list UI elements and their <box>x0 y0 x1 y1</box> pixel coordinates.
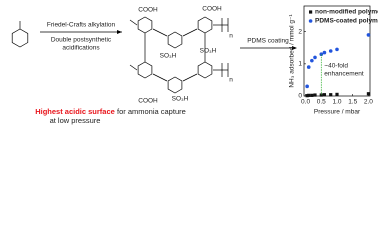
marker <box>313 55 317 60</box>
chart: 0.0 0.5 1.0 1.5 2.0 0 1 2 Pressure / mbar NH₃ ads… <box>289 5 378 116</box>
marker <box>366 92 371 96</box>
ring <box>167 76 183 94</box>
arrowhead <box>117 30 122 34</box>
marker <box>329 93 333 97</box>
ring <box>197 16 213 34</box>
structure-label: SO₃H <box>200 48 217 55</box>
structure-label: SO₃H <box>172 96 189 103</box>
marker <box>313 93 317 97</box>
y-tick-label: 0 <box>298 93 302 100</box>
bond <box>152 28 168 37</box>
step-label: Double postsynthetic <box>51 37 112 44</box>
marker <box>307 93 311 97</box>
caption: at low pressure <box>50 116 101 125</box>
structures: COOH COOH SO₃H SO₃H n COOH SO₃H n <box>11 6 233 105</box>
caption-text: for ammonia capture <box>117 107 186 116</box>
x-axis-label: Pressure / mbar <box>314 109 361 116</box>
x-tick-label: 2.0 <box>364 99 373 106</box>
bond <box>182 28 198 37</box>
marker <box>328 49 333 53</box>
marker <box>305 84 309 89</box>
structure-label: COOH <box>202 6 222 13</box>
y-tick-label: 2 <box>298 28 302 35</box>
marker <box>310 58 314 63</box>
step-label: Friedel-Crafts alkylation <box>47 22 116 29</box>
legend-label: non-modified polymer <box>315 9 378 16</box>
x-tick-label: 0.5 <box>317 99 326 106</box>
marker <box>366 33 371 37</box>
bond <box>152 73 168 82</box>
annotation: enhancement <box>324 71 364 78</box>
structure-label: n <box>229 77 233 84</box>
ring <box>137 16 153 34</box>
marker <box>322 93 327 97</box>
y-tick-label: 1 <box>298 61 302 68</box>
y-axis-label: NH₃ adsorbed / mmol g⁻¹ <box>289 14 296 88</box>
caption-highlight: Highest acidic surface <box>35 107 115 116</box>
ring <box>11 28 29 48</box>
graphic-abstract: Friedel-Crafts alkylation Double postsyn… <box>11 5 378 125</box>
bond <box>129 64 138 71</box>
marker <box>310 93 314 97</box>
marker <box>306 65 311 69</box>
legend-marker <box>308 19 313 23</box>
bond <box>129 19 138 26</box>
annotation: ~40-fold <box>324 63 348 70</box>
step-label: acidifications <box>62 45 100 52</box>
x-tick-label: 1.0 <box>332 99 341 106</box>
legend-label: PDMS-coated polymer <box>315 18 378 25</box>
structure-label: COOH <box>138 98 158 105</box>
structure-label: COOH <box>138 7 158 14</box>
step-label: PDMS coating <box>247 38 289 45</box>
ring <box>137 61 153 79</box>
legend-marker <box>309 10 313 14</box>
caption: Highest acidic surface <box>35 107 115 116</box>
marker <box>322 50 327 55</box>
arrowhead <box>292 46 297 50</box>
caption: for ammonia capture <box>117 107 186 116</box>
ring <box>167 31 183 49</box>
x-tick-label: 0.0 <box>301 99 310 106</box>
bond <box>182 73 198 82</box>
structure-label: SO₃H <box>160 53 177 60</box>
structure-label: n <box>229 33 233 40</box>
ring <box>197 61 213 79</box>
marker <box>335 92 339 96</box>
marker <box>335 47 339 52</box>
x-tick-label: 1.5 <box>348 99 357 106</box>
